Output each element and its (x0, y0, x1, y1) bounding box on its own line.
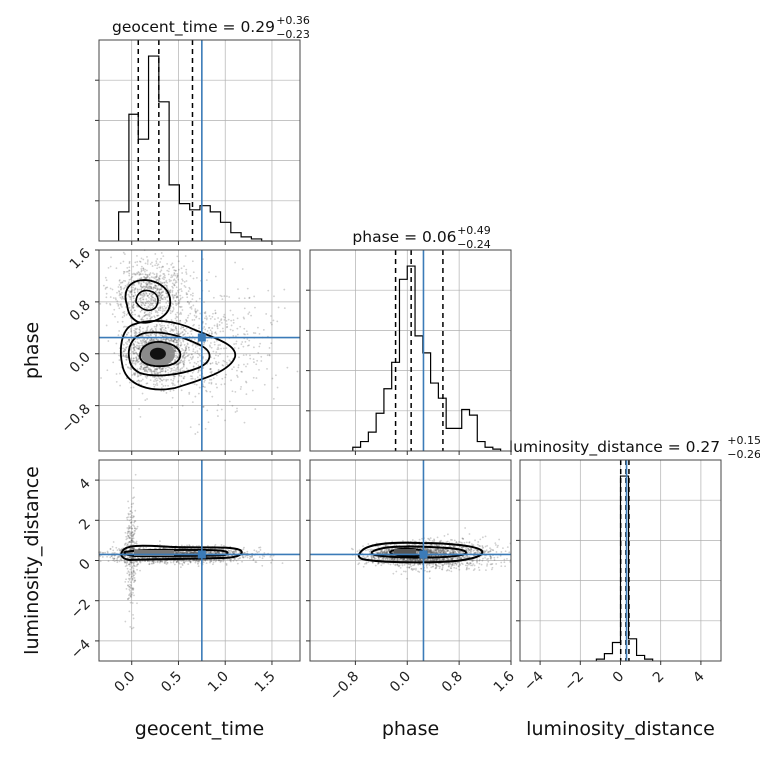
contour-upper-inner (135, 289, 159, 312)
title-lower-error: −0.26 (727, 448, 760, 461)
x-tick-label: −0.8 (327, 669, 362, 704)
x-tick-label: −4 (521, 668, 547, 694)
y-tick-label: 0 (76, 556, 94, 574)
luminosity-distance-title: luminosity_distance = 0.27 +0.15−0.26 (509, 434, 760, 461)
phase-histogram (352, 265, 502, 451)
geocent-lumdist-injection-marker (197, 550, 206, 559)
contour-inner (139, 341, 182, 368)
panel-title-text: geocent_time = 0.29 (112, 18, 275, 37)
x-axis-label: phase (382, 718, 439, 740)
geocent-phase-samples (99, 249, 299, 435)
geocent-phase-injection-marker (197, 333, 206, 342)
geocent-time-histogram (118, 55, 272, 242)
contour-outer (120, 544, 243, 562)
title-lower-error: −0.24 (457, 238, 491, 251)
y-tick-label: −0.8 (58, 401, 93, 436)
y-tick-label: −2 (68, 596, 94, 622)
geocent-time-title: geocent_time = 0.29 +0.36−0.23 (112, 14, 310, 41)
y-tick-label: −4 (68, 636, 94, 662)
x-tick-label: 4 (690, 668, 708, 686)
title-lower-error: −0.23 (276, 28, 310, 41)
luminosity-distance-histogram (595, 475, 654, 661)
y-tick-label: 2 (76, 516, 94, 534)
x-tick-label: 1.0 (205, 669, 232, 696)
phase-lumdist-injection-marker (419, 550, 428, 559)
density-peak (149, 347, 166, 360)
x-tick-label: 0.0 (111, 669, 138, 696)
phase-lumdist-samples (350, 527, 512, 580)
contour-middle (127, 331, 211, 377)
title-upper-error: +0.15 (727, 434, 760, 447)
panel-title-text: luminosity_distance = 0.27 (509, 438, 720, 457)
y-tick-label: 0.0 (67, 349, 94, 376)
x-tick-label: 0.8 (439, 669, 466, 696)
contour-outer (357, 541, 484, 564)
x-tick-label: 1.6 (491, 668, 518, 695)
geocent-phase-frame (98, 249, 301, 452)
y-axis-label: luminosity_distance (21, 466, 43, 655)
phase-hist-frame (309, 249, 512, 452)
x-tick-label: 0 (610, 669, 628, 687)
y-tick-label: 1.6 (67, 245, 94, 272)
title-upper-error: +0.49 (457, 224, 491, 237)
contour-upper (124, 279, 172, 324)
phase-title: phase = 0.06 +0.49−0.24 (352, 224, 490, 251)
x-axis-label: luminosity_distance (526, 718, 715, 740)
x-tick-label: 0.0 (387, 669, 414, 696)
density-core (394, 549, 416, 555)
x-tick-label: −2 (561, 669, 587, 695)
x-axis-label: geocent_time (135, 718, 264, 740)
y-tick-label: 4 (76, 476, 94, 494)
title-upper-error: +0.36 (276, 14, 310, 27)
panel-title-text: phase = 0.06 (352, 228, 456, 246)
geocent-time-hist-frame (98, 39, 301, 242)
x-tick-label: 1.5 (252, 669, 279, 696)
y-axis-label: phase (21, 322, 43, 379)
y-tick-label: 0.8 (67, 297, 94, 324)
x-tick-label: 0.5 (158, 669, 185, 696)
contour-outer (119, 320, 236, 391)
density-core (134, 550, 174, 556)
x-tick-label: 2 (650, 669, 668, 687)
